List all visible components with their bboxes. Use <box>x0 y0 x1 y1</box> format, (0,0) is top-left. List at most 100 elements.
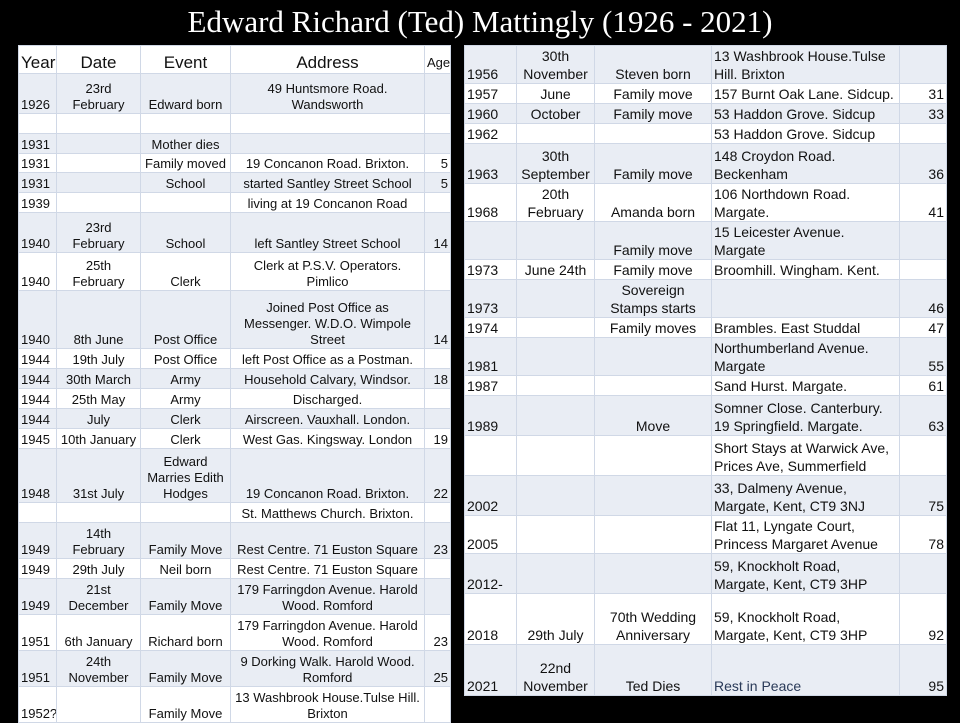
cell-event: Family Move <box>140 578 231 615</box>
cell-address: 33, Dalmeny Avenue, Margate, Kent, CT9 3… <box>711 475 900 516</box>
cell-address: Rest Centre. 71 Euston Square <box>230 558 425 579</box>
cell-address: 53 Haddon Grove. Sidcup <box>711 123 900 144</box>
cell-address: Sand Hurst. Margate. <box>711 375 900 396</box>
table-row: 1945 10th January Clerk West Gas. Kingsway.… <box>18 428 451 449</box>
cell-age: 63 <box>899 395 947 436</box>
table-row <box>18 113 451 134</box>
cell-date: 24th November <box>56 650 141 687</box>
table-row: 1926 23rd February Edward born 49 Huntsmore… <box>18 73 451 114</box>
cell-year: 1960 <box>464 103 517 124</box>
cell-age: 95 <box>899 644 947 696</box>
cell-event <box>594 515 712 554</box>
header-date: Date <box>56 45 141 74</box>
cell-event: Family move <box>594 83 712 104</box>
table-row: 2012- 59, Knockholt Road, Margate, Kent, … <box>464 553 947 594</box>
table-row: 2018 29th July 70th Wedding Anniversary 59,… <box>464 593 947 645</box>
cell-address: 157 Burnt Oak Lane. Sidcup. <box>711 83 900 104</box>
cell-age <box>424 578 451 615</box>
cell-age: 14 <box>424 290 451 349</box>
table-row: 1940 8th June Post Office Joined Post Offic… <box>18 290 451 349</box>
cell-age <box>424 388 451 409</box>
cell-year: 1944 <box>18 388 57 409</box>
cell-year: 1974 <box>464 317 517 338</box>
cell-age: 55 <box>899 337 947 376</box>
cell-date: June <box>516 83 595 104</box>
cell-event: Edward Marries Edith Hodges <box>140 448 231 503</box>
cell-age: 75 <box>899 475 947 516</box>
cell-year: 1949 <box>18 578 57 615</box>
cell-year: 1939 <box>18 192 57 213</box>
cell-date <box>516 375 595 396</box>
cell-age <box>424 686 451 723</box>
cell-event: Post Office <box>140 290 231 349</box>
table-row: 1939 living at 19 Concanon Road <box>18 192 451 213</box>
table-row: 2002 33, Dalmeny Avenue, Margate, Kent, C… <box>464 475 947 516</box>
cell-age: 23 <box>424 522 451 559</box>
cell-address <box>711 279 900 318</box>
cell-date: 14th February <box>56 522 141 559</box>
cell-event: Family moved <box>140 153 231 173</box>
cell-date: 20th February <box>516 183 595 222</box>
cell-date: October <box>516 103 595 124</box>
cell-address: Rest Centre. 71 Euston Square <box>230 522 425 559</box>
cell-year: 1952? <box>18 686 57 723</box>
cell-address: 19 Concanon Road. Brixton. <box>230 448 425 503</box>
cell-date: July <box>56 408 141 429</box>
cell-year: 2021 <box>464 644 517 696</box>
cell-event: Amanda born <box>594 183 712 222</box>
table-row: 2005 Flat 11, Lyngate Court, Princess Mar… <box>464 515 947 554</box>
cell-address: Brambles. East Studdal <box>711 317 900 338</box>
table-row: 1981 Northumberland Avenue. Margate 55 <box>464 337 947 376</box>
cell-date <box>56 686 141 723</box>
cell-year: 1962 <box>464 123 517 144</box>
cell-date: June 24th <box>516 259 595 280</box>
cell-date: 23rd February <box>56 73 141 114</box>
cell-age: 18 <box>424 368 451 389</box>
table-row: 1948 31st July Edward Marries Edith Hodges… <box>18 448 451 503</box>
cell-date: 10th January <box>56 428 141 449</box>
cell-address: Airscreen. Vauxhall. London. <box>230 408 425 429</box>
table-row: 1949 14th February Family Move Rest Centre.… <box>18 522 451 559</box>
cell-address: 148 Croydon Road. Beckenham <box>711 143 900 184</box>
cell-year: 1931 <box>18 153 57 173</box>
cell-address: started Santley Street School <box>230 172 425 193</box>
table-row: 1944 19th July Post Office left Post Office… <box>18 348 451 369</box>
cell-event: School <box>140 172 231 193</box>
table-row: 1973 Sovereign Stamps starts 46 <box>464 279 947 318</box>
cell-address: left Post Office as a Postman. <box>230 348 425 369</box>
cell-year <box>464 221 517 260</box>
right-table-body: 1956 30th November Steven born 13 Washbrook… <box>464 45 947 696</box>
cell-age: 61 <box>899 375 947 396</box>
left-table-body: 1926 23rd February Edward born 49 Huntsmore… <box>18 73 451 723</box>
cell-age: 47 <box>899 317 947 338</box>
cell-year: 1940 <box>18 212 57 253</box>
cell-date: 30th March <box>56 368 141 389</box>
cell-age <box>424 408 451 429</box>
cell-age: 41 <box>899 183 947 222</box>
cell-date <box>56 133 141 154</box>
cell-address: Northumberland Avenue. Margate <box>711 337 900 376</box>
cell-event <box>594 435 712 476</box>
cell-event: Neil born <box>140 558 231 579</box>
cell-age: 25 <box>424 650 451 687</box>
cell-address: living at 19 Concanon Road <box>230 192 425 213</box>
cell-age <box>424 252 451 291</box>
cell-age <box>899 221 947 260</box>
cell-age: 19 <box>424 428 451 449</box>
cell-age <box>899 259 947 280</box>
cell-address: 106 Northdown Road. Margate. <box>711 183 900 222</box>
cell-event: Family Move <box>140 650 231 687</box>
cell-year: 2002 <box>464 475 517 516</box>
cell-address: Flat 11, Lyngate Court, Princess Margare… <box>711 515 900 554</box>
cell-age: 22 <box>424 448 451 503</box>
cell-address: 49 Huntsmore Road. Wandsworth <box>230 73 425 114</box>
cell-year: 1948 <box>18 448 57 503</box>
cell-event: Ted Dies <box>594 644 712 696</box>
cell-address: 179 Farringdon Avenue. Harold Wood. Romf… <box>230 614 425 651</box>
cell-year: 1951 <box>18 614 57 651</box>
cell-date <box>516 279 595 318</box>
cell-address: 53 Haddon Grove. Sidcup <box>711 103 900 124</box>
cell-event <box>594 375 712 396</box>
cell-age <box>899 553 947 594</box>
cell-event <box>140 502 231 523</box>
